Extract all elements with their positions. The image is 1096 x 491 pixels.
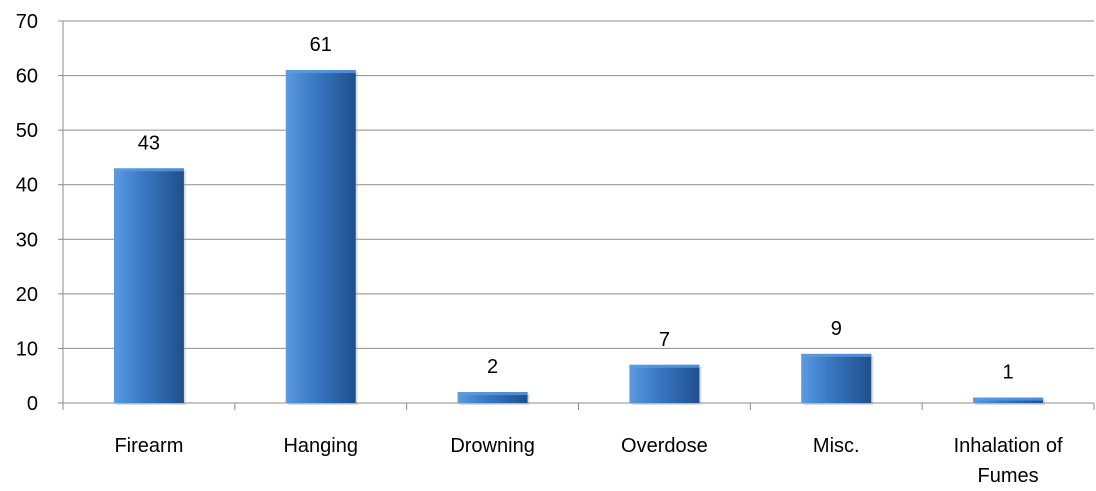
- y-tick-label: 10: [16, 338, 38, 360]
- data-label: 1: [1003, 362, 1014, 384]
- y-tick-label: 40: [16, 175, 38, 197]
- bar: [285, 70, 356, 403]
- y-tick-label: 70: [16, 11, 38, 33]
- bar-cap: [973, 397, 1044, 401]
- x-tick-label: Firearm: [114, 435, 183, 457]
- y-tick-label: 30: [16, 229, 38, 251]
- bar: [629, 364, 700, 403]
- x-tick-label: Fumes: [978, 465, 1039, 487]
- y-tick-label: 20: [16, 284, 38, 306]
- x-axis-ticks: Firearm Hanging Drowning Overdose Misc. Inhal…: [114, 435, 1063, 487]
- x-tick-label: Misc.: [813, 435, 860, 457]
- data-label: 2: [487, 356, 498, 378]
- y-tick-label: 50: [16, 120, 38, 142]
- x-tick-label: Hanging: [283, 435, 358, 457]
- bar: [801, 353, 872, 403]
- x-tick-label: Overdose: [621, 435, 708, 457]
- bar-cap: [113, 168, 184, 172]
- bar-cap: [285, 70, 356, 74]
- data-label: 7: [659, 329, 670, 351]
- data-label: 61: [310, 34, 332, 56]
- y-axis-ticks: 0 10 20 30 40 50 60 70: [16, 11, 38, 415]
- axes: [58, 20, 1095, 410]
- y-tick-label: 0: [27, 393, 38, 415]
- bar: [113, 168, 184, 403]
- data-label: 9: [831, 318, 842, 340]
- data-label: 43: [138, 132, 160, 154]
- x-tick-label: Inhalation of: [954, 435, 1063, 457]
- bar-cap: [457, 392, 528, 396]
- bar-cap: [629, 364, 700, 368]
- bar-cap: [801, 353, 872, 357]
- gridlines: [63, 20, 1094, 349]
- data-labels: 43 61 2 7 9 1: [138, 34, 1014, 383]
- y-tick-label: 60: [16, 66, 38, 88]
- bar: [457, 392, 528, 403]
- bars: [113, 70, 1046, 405]
- x-tick-label: Drowning: [450, 435, 534, 457]
